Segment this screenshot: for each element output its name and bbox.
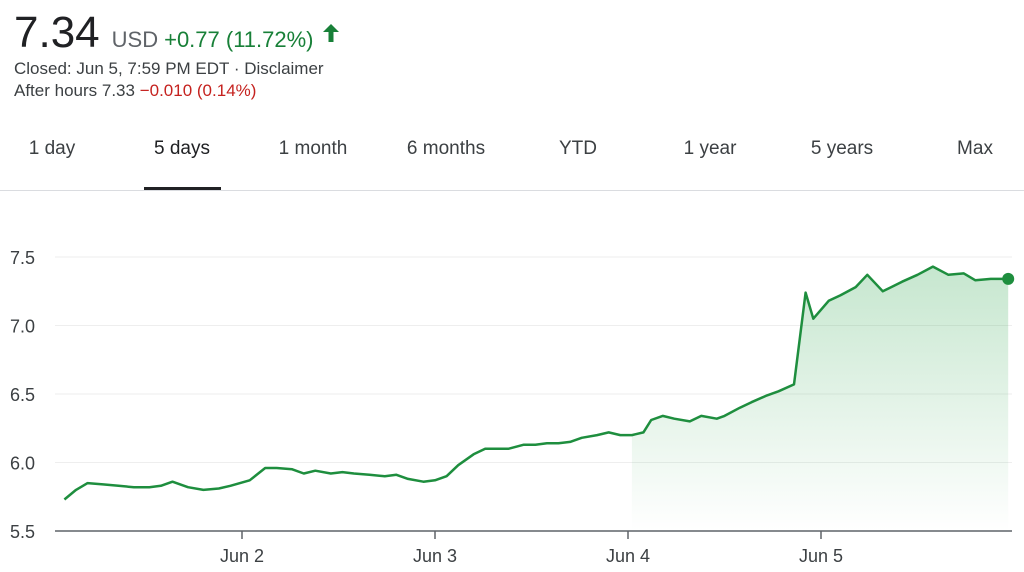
quote-header: 7.34 USD +0.77 (11.72%) Closed: Jun 5, 7… [14,8,342,102]
arrow-up-icon [320,22,342,44]
tab-max[interactable]: Max [957,138,993,159]
x-tick-label-jun-4: Jun 4 [606,546,650,566]
closed-text: Closed: Jun 5, 7:59 PM EDT [14,59,230,78]
price-area-fill [631,266,1009,531]
tab-1-year[interactable]: 1 year [683,138,737,159]
disclaimer-link[interactable]: Disclaimer [244,59,324,78]
active-tab-indicator [144,187,221,190]
y-tick-label-6.0: 6.0 [10,454,35,474]
tab-1-month[interactable]: 1 month [278,138,348,159]
tab-5-years[interactable]: 5 years [810,138,874,159]
price-row: 7.34 USD +0.77 (11.72%) [14,8,342,58]
after-hours-change: −0.010 (0.14%) [139,81,257,100]
currency: USD [111,27,159,52]
tab-ytd[interactable]: YTD [559,138,597,159]
price-chart: 5.5 6.0 6.5 7.0 7.5 Jun 2 Jun 3 Jun 4 Jun 5 [10,248,1015,566]
x-tick-label-jun-5: Jun 5 [799,546,843,566]
after-hours-label: After hours 7.33 [14,81,135,100]
x-tick-label-jun-2: Jun 2 [220,546,264,566]
y-tick-label-7.0: 7.0 [10,317,35,337]
tab-5-days[interactable]: 5 days [154,138,210,159]
closed-status: Closed: Jun 5, 7:59 PM EDT · Disclaimer [14,58,342,80]
price-change: +0.77 (11.72%) [164,27,314,52]
x-tick-label-jun-3: Jun 3 [413,546,457,566]
after-hours: After hours 7.33 −0.010 (0.14%) [14,80,342,102]
tab-1-day[interactable]: 1 day [28,138,76,159]
price-line [63,265,1009,501]
y-tick-label-6.5: 6.5 [10,385,35,405]
y-tick-label-7.5: 7.5 [10,248,35,268]
separator: · [229,59,245,78]
tab-6-months[interactable]: 6 months [406,138,486,159]
last-price-point [1002,272,1015,285]
price: 7.34 [14,8,100,57]
y-tick-label-5.5: 5.5 [10,522,35,542]
range-tabs: 1 day 5 days 1 month 6 months YTD 1 year… [0,124,1024,191]
